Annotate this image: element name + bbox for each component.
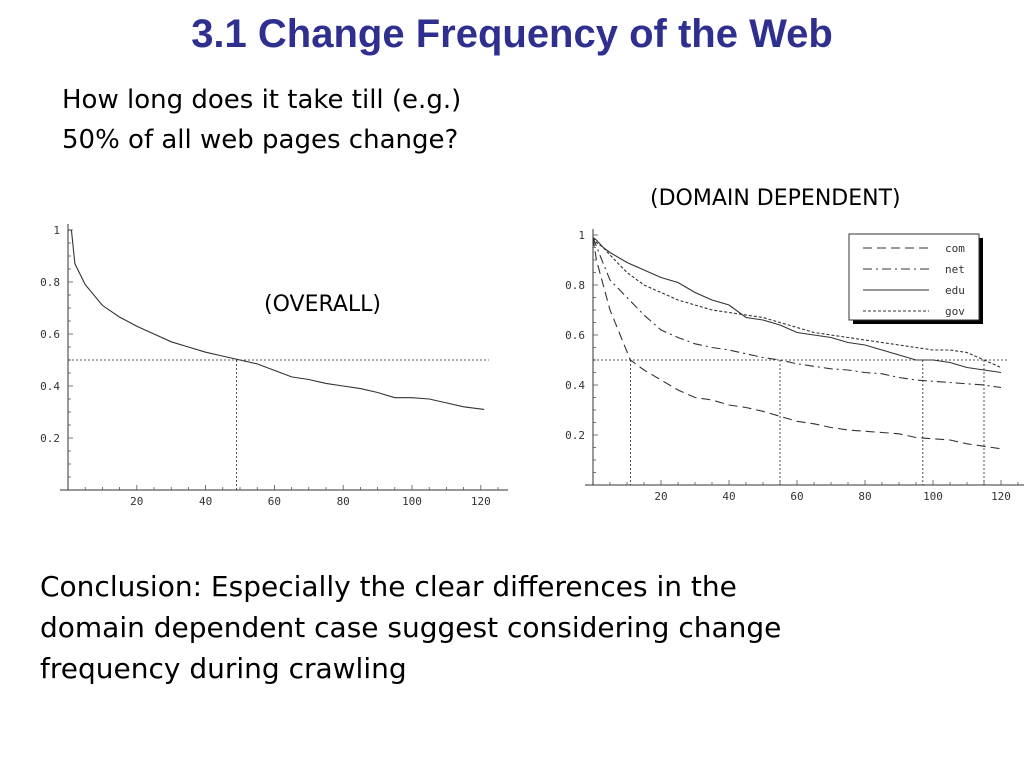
x-tick-label: 80 xyxy=(337,495,350,508)
x-tick-label: 120 xyxy=(991,490,1011,503)
y-tick-label: 0.2 xyxy=(40,432,60,445)
x-tick-label: 120 xyxy=(471,495,491,508)
conclusion-line-1: Conclusion: Especially the clear differe… xyxy=(40,570,737,603)
x-tick-label: 100 xyxy=(402,495,422,508)
series-line-edu xyxy=(592,237,1002,374)
overall-change-chart: 20 40 60 80 100 120 0.2 0.4 0.6 0.8 1 xyxy=(40,224,508,508)
y-tick-label: 0.2 xyxy=(565,429,585,442)
question-text: How long does it take till (e.g.) 50% of… xyxy=(62,80,461,160)
y-tick-label: 0.4 xyxy=(40,380,60,393)
domain-change-chart: 20 40 60 80 100 120 0.2 0.4 0.6 0.8 1 com net edu gov xyxy=(565,229,1024,503)
series-line-net xyxy=(592,237,1002,389)
x-tick-label: 80 xyxy=(858,490,871,503)
question-line-2: 50% of all web pages change? xyxy=(62,125,459,155)
conclusion-line-2: domain dependent case suggest considerin… xyxy=(40,611,782,644)
series-line-overall xyxy=(68,229,485,410)
y-tick-label: 0.6 xyxy=(565,329,585,342)
legend-label-net: net xyxy=(945,263,965,276)
question-line-1: How long does it take till (e.g.) xyxy=(62,85,462,115)
legend-label-gov: gov xyxy=(945,305,965,318)
legend-label-edu: edu xyxy=(945,284,965,297)
legend-label-com: com xyxy=(945,242,965,255)
x-tick-label: 20 xyxy=(130,495,143,508)
x-tick-label: 40 xyxy=(722,490,735,503)
x-tick-label: 40 xyxy=(199,495,212,508)
y-tick-label: 1 xyxy=(53,224,60,237)
y-tick-label: 0.4 xyxy=(565,379,585,392)
y-tick-label: 0.8 xyxy=(40,276,60,289)
x-tick-label: 60 xyxy=(790,490,803,503)
conclusion-text: Conclusion: Especially the clear differe… xyxy=(40,566,781,689)
x-tick-label: 60 xyxy=(268,495,281,508)
series-line-com xyxy=(592,237,1002,450)
slide-title: 3.1 Change Frequency of the Web xyxy=(191,12,833,56)
overall-chart-caption: (OVERALL) xyxy=(264,292,382,317)
series-line-gov xyxy=(592,237,1002,369)
domain-chart-caption: (DOMAIN DEPENDENT) xyxy=(650,186,901,211)
conclusion-line-3: frequency during crawling xyxy=(40,652,407,685)
y-tick-label: 1 xyxy=(578,229,585,242)
y-tick-label: 0.8 xyxy=(565,279,585,292)
x-tick-label: 20 xyxy=(654,490,667,503)
x-tick-label: 100 xyxy=(923,490,943,503)
y-tick-label: 0.6 xyxy=(40,328,60,341)
